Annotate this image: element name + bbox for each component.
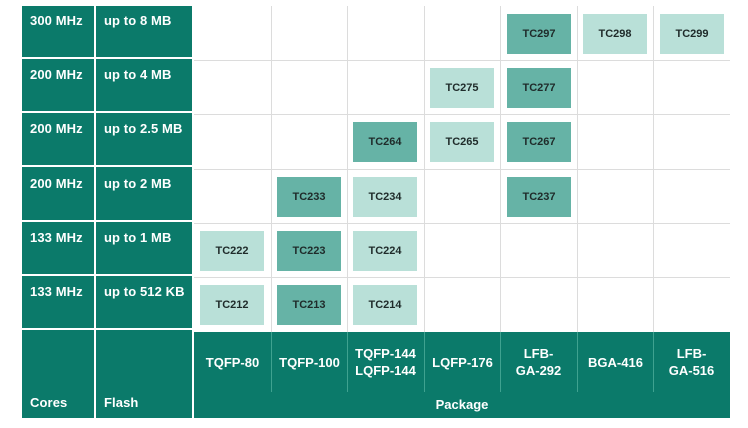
package-divider bbox=[347, 332, 348, 392]
package-cell: TQFP-144 LQFP-144 bbox=[355, 346, 416, 378]
flash-label: Flash bbox=[104, 395, 139, 410]
grid-line bbox=[194, 277, 730, 278]
core-cell: 133 MHz bbox=[22, 277, 94, 330]
package-divider bbox=[500, 332, 501, 392]
flash-header: Flash bbox=[96, 332, 192, 418]
flash-cell: up to 8 MB bbox=[96, 6, 192, 59]
grid-line bbox=[194, 60, 730, 61]
chip-tc233: TC233 bbox=[277, 177, 341, 217]
package-divider bbox=[577, 332, 578, 392]
chip-tc234: TC234 bbox=[353, 177, 417, 217]
package-divider bbox=[271, 332, 272, 392]
flash-column: up to 8 MB up to 4 MB up to 2.5 MB up to… bbox=[96, 6, 192, 418]
chip-tc237: TC237 bbox=[507, 177, 571, 217]
chip-tc222: TC222 bbox=[200, 231, 264, 271]
core-cell: 200 MHz bbox=[22, 169, 94, 222]
package-cell: BGA-416 bbox=[588, 354, 643, 370]
package-divider bbox=[424, 332, 425, 392]
flash-cell: up to 2.5 MB bbox=[96, 114, 192, 167]
package-label: Package bbox=[435, 397, 489, 412]
chip-tc299: TC299 bbox=[660, 14, 724, 54]
grid-line bbox=[194, 114, 730, 115]
core-cell: 200 MHz bbox=[22, 60, 94, 113]
flash-cell: up to 1 MB bbox=[96, 223, 192, 276]
package-divider bbox=[653, 332, 654, 392]
chip-tc297: TC297 bbox=[507, 14, 571, 54]
flash-cell: up to 2 MB bbox=[96, 169, 192, 222]
core-cell: 300 MHz bbox=[22, 6, 94, 59]
chip-tc214: TC214 bbox=[353, 285, 417, 325]
package-cell: LFB- GA-516 bbox=[668, 346, 715, 378]
chip-tc277: TC277 bbox=[507, 68, 571, 108]
chip-tc213: TC213 bbox=[277, 285, 341, 325]
product-matrix: 300 MHz 200 MHz 200 MHz 200 MHz 133 MHz … bbox=[22, 6, 730, 418]
chip-tc267: TC267 bbox=[507, 122, 571, 162]
package-cell: LQFP-176 bbox=[432, 354, 493, 370]
chip-tc265: TC265 bbox=[430, 122, 494, 162]
chip-grid: TC297 TC298 TC299 TC275 TC277 TC264 TC265 TC267… bbox=[194, 6, 730, 332]
cores-label: Cores bbox=[30, 395, 68, 410]
chip-tc224: TC224 bbox=[353, 231, 417, 271]
flash-cell: up to 4 MB bbox=[96, 60, 192, 113]
grid-line bbox=[194, 169, 730, 170]
cores-column: 300 MHz 200 MHz 200 MHz 200 MHz 133 MHz … bbox=[22, 6, 94, 418]
chip-tc298: TC298 bbox=[583, 14, 647, 54]
core-cell: 200 MHz bbox=[22, 114, 94, 167]
chip-tc212: TC212 bbox=[200, 285, 264, 325]
package-cell: TQFP-80 bbox=[205, 354, 260, 370]
core-cell: 133 MHz bbox=[22, 223, 94, 276]
package-cell: LFB- GA-292 bbox=[515, 346, 562, 378]
chip-tc264: TC264 bbox=[353, 122, 417, 162]
flash-cell: up to 512 KB bbox=[96, 277, 192, 330]
grid-line bbox=[194, 223, 730, 224]
cores-header: Cores bbox=[22, 332, 94, 418]
package-cell: TQFP-100 bbox=[279, 354, 340, 370]
package-bar: Package TQFP-80 TQFP-100 TQFP-144 LQFP-144… bbox=[194, 332, 730, 418]
chip-tc275: TC275 bbox=[430, 68, 494, 108]
chip-tc223: TC223 bbox=[277, 231, 341, 271]
